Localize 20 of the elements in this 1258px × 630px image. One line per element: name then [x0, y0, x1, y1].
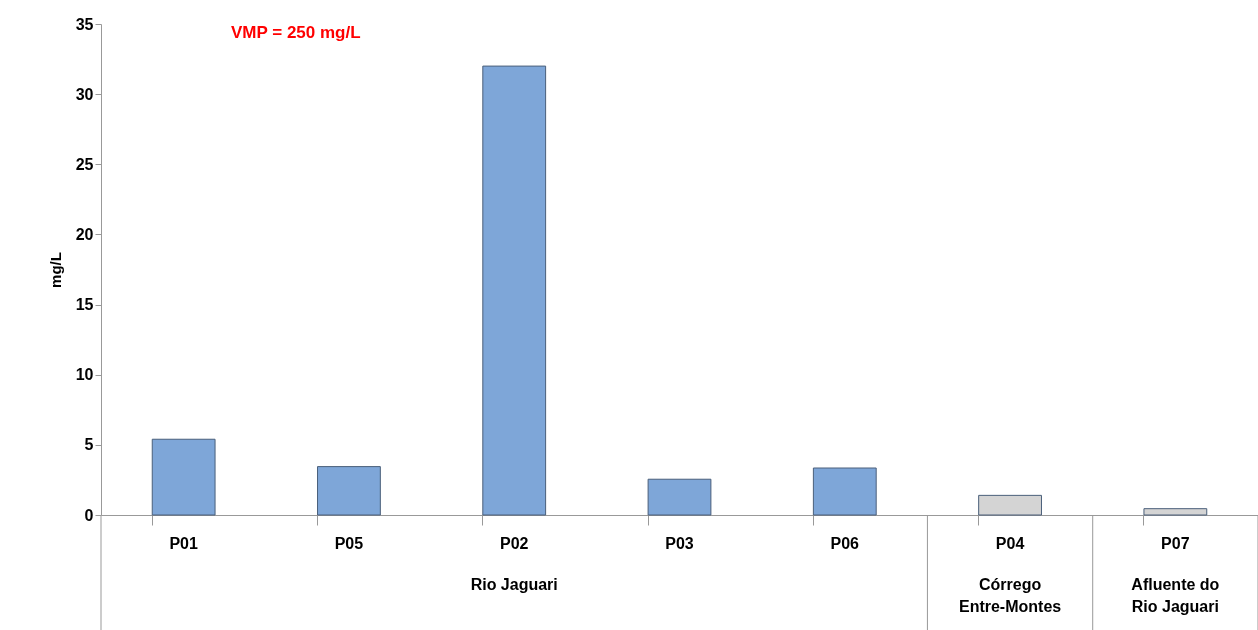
- text: Rio Jaguari: [470, 576, 558, 593]
- y-tick-label: 10: [75, 366, 94, 384]
- annotation: VMP = 250 mg/L: [231, 23, 361, 42]
- text: Afluente do Rio Jaguari: [1131, 576, 1220, 615]
- y-tick-label: 25: [75, 155, 94, 173]
- y-tick-label: 20: [75, 225, 94, 243]
- x-tick-label: P01: [169, 534, 198, 552]
- y-axis-title: mg/L: [46, 252, 64, 288]
- x-tick-label: P06: [830, 534, 860, 552]
- text: Córrego Entre-Montes: [958, 576, 1062, 615]
- y-tick-label: 35: [75, 15, 94, 33]
- y-tick-label: 15: [75, 296, 94, 314]
- x-tick-label: P03: [665, 534, 694, 552]
- x-tick-label: P07: [1161, 534, 1190, 552]
- x-tick-label: P04: [995, 534, 1025, 552]
- x-tick-label: P02: [499, 534, 529, 552]
- x-tick-label: P05: [334, 534, 364, 552]
- y-tick-label: 5: [84, 436, 94, 454]
- y-tick-label: 0: [84, 506, 94, 524]
- y-tick-label: 30: [75, 85, 94, 103]
